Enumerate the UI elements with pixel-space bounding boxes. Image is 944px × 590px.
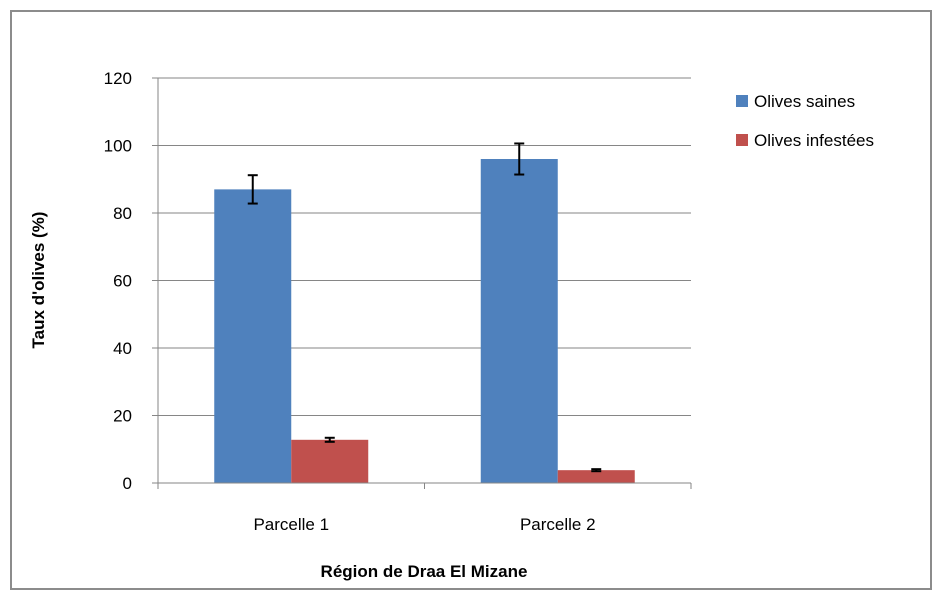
y-tick-label: 120 (104, 69, 132, 88)
legend-swatch (736, 134, 748, 146)
legend-label: Olives infestées (754, 131, 874, 150)
legend-label: Olives saines (754, 92, 855, 111)
y-tick-label: 100 (104, 137, 132, 156)
x-axis-title: Région de Draa El Mizane (321, 562, 528, 581)
bars (214, 142, 635, 483)
x-tick-label: Parcelle 1 (253, 515, 329, 534)
bar (480, 159, 558, 483)
bar (291, 439, 369, 483)
bar (557, 470, 635, 483)
legend-swatch (736, 95, 748, 107)
x-tick-label: Parcelle 2 (520, 515, 596, 534)
y-tick-label: 80 (113, 204, 132, 223)
chart-frame (10, 10, 932, 590)
y-tick-label: 0 (123, 474, 132, 493)
bar (214, 189, 292, 483)
axes: 0 20 40 60 80 100 120 Parcelle 1 Parcelle 2 (104, 69, 692, 534)
y-tick-label: 20 (113, 407, 132, 426)
y-axis-title: Taux d'olives (%) (29, 212, 48, 349)
legend: Olives saines Olives infestées (736, 92, 874, 150)
y-tick-label: 40 (113, 339, 132, 358)
y-tick-label: 60 (113, 272, 132, 291)
